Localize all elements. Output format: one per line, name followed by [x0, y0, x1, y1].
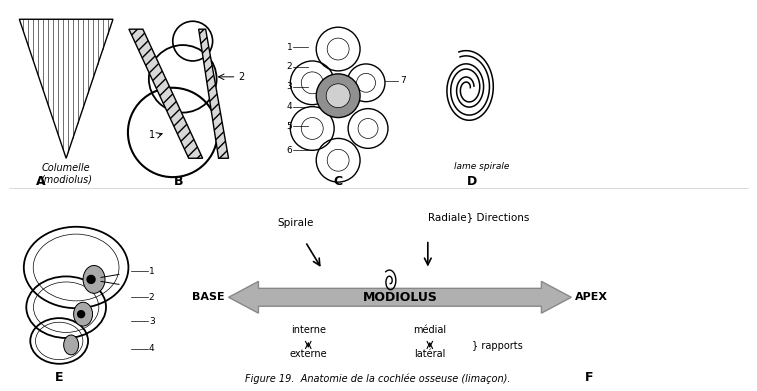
Text: B: B [174, 175, 183, 188]
Text: F: F [585, 371, 593, 384]
Text: 5: 5 [287, 122, 292, 131]
Text: D: D [466, 175, 477, 188]
Text: 3: 3 [287, 82, 292, 91]
Text: BASE: BASE [192, 292, 225, 302]
Text: } rapports: } rapports [472, 341, 522, 351]
Ellipse shape [64, 335, 79, 355]
Text: A: A [36, 175, 46, 188]
Ellipse shape [73, 302, 92, 326]
Circle shape [78, 311, 85, 317]
Text: médial: médial [413, 325, 447, 335]
Polygon shape [229, 282, 572, 313]
Text: Columelle
(modiolus): Columelle (modiolus) [40, 163, 92, 185]
Text: 6: 6 [287, 146, 292, 155]
Text: APEX: APEX [575, 292, 609, 302]
Text: lame spirale: lame spirale [454, 162, 509, 171]
Text: C: C [334, 175, 343, 188]
Circle shape [326, 84, 350, 108]
Text: interne: interne [291, 325, 326, 335]
Text: 4: 4 [149, 344, 154, 353]
Circle shape [87, 275, 95, 283]
Text: 1: 1 [148, 131, 155, 140]
Text: 2: 2 [287, 63, 292, 72]
Text: MODIOLUS: MODIOLUS [363, 291, 438, 304]
Text: 3: 3 [149, 317, 154, 326]
Polygon shape [129, 29, 203, 158]
Text: 4: 4 [287, 102, 292, 111]
Text: 1: 1 [287, 43, 292, 52]
Text: 2: 2 [149, 293, 154, 302]
Polygon shape [198, 29, 229, 158]
Text: 7: 7 [400, 76, 406, 85]
Text: Spirale: Spirale [277, 218, 313, 228]
Text: 2: 2 [238, 72, 245, 82]
Text: 1: 1 [149, 267, 154, 276]
Ellipse shape [83, 265, 105, 293]
Circle shape [316, 74, 360, 118]
Text: E: E [55, 371, 64, 384]
Text: latéral: latéral [414, 349, 446, 359]
Text: Radiale} Directions: Radiale} Directions [428, 212, 529, 222]
Text: externe: externe [289, 349, 327, 359]
Text: Figure 19.  Anatomie de la cochlée osseuse (limaçon).: Figure 19. Anatomie de la cochlée osseus… [245, 373, 511, 384]
